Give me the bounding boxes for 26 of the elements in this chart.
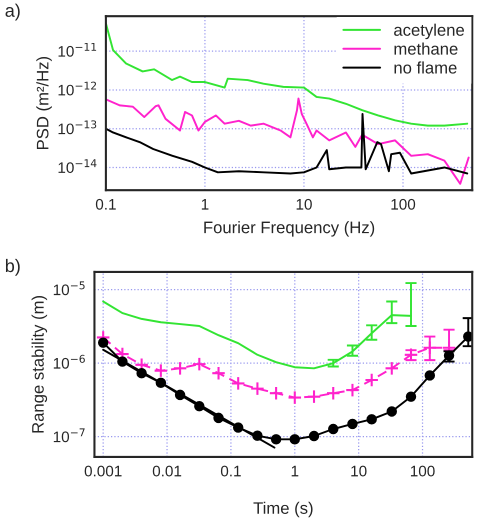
y-tick-label: 10$^{−13}$ [58,120,96,134]
legend-label: no flame [394,61,457,74]
y-tick-label: 10$^{−5}$ [54,281,85,296]
legend-label: acetylene [394,24,464,40]
y-tick-label: 10$^{−14}$ [58,159,96,174]
y-tick-label: 10$^{−7}$ [54,428,85,442]
x-tick-label: 1 [292,466,298,476]
x-tick-label: 0.1 [96,198,116,210]
y-tick-label: 10$^{−6}$ [54,354,85,369]
y-axis-title: Range stability (m) [32,296,48,433]
y-tick-label: 10$^{−12}$ [58,82,96,96]
text: b) [6,258,20,276]
x-axis-title: Fourier Frequency (Hz) [204,221,374,237]
text: a) [6,4,20,20]
x-tick-label: 10 [296,198,312,210]
y-axis-title: PSD (m²/Hz) [36,56,52,150]
x-tick-label: 0.01 [152,466,182,476]
x-tick-label: 1 [202,199,208,210]
x-tick-label: 10 [351,466,367,476]
legend-label: methane [394,42,458,55]
x-tick-label: 100 [391,198,416,210]
x-tick-label: 0.1 [220,466,241,476]
x-tick-label: 100 [410,466,435,476]
x-axis-title: Time (s) [253,502,313,518]
x-tick-label: 0.001 [84,466,122,476]
y-tick-label: 10$^{−11}$ [58,42,96,57]
